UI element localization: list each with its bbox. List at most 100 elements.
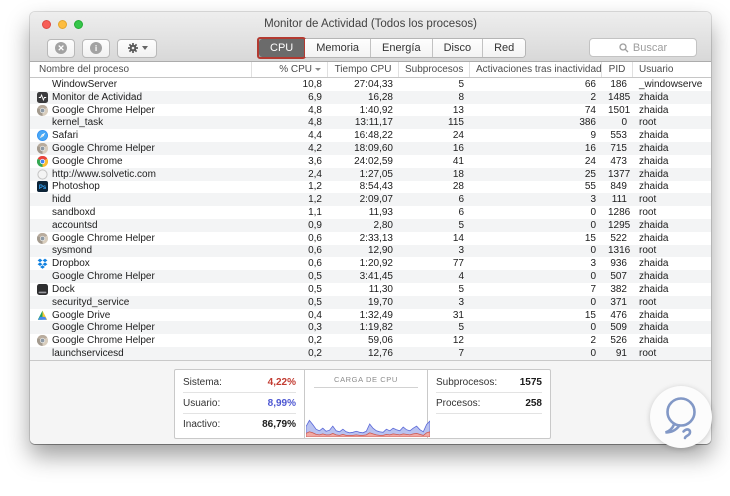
cell-time: 1:19,82 (359, 322, 393, 334)
gear-icon (127, 43, 138, 53)
table-row[interactable]: Monitor de Actividad 6,9 16,28 8 2 1485 zhaida (30, 90, 711, 104)
cell-user: zhaida (639, 322, 669, 334)
cell-idle: 25 (584, 168, 596, 180)
cell-idle: 9 (590, 130, 596, 142)
table-row[interactable]: hidd 1,2 2:09,07 6 3 111 root (30, 193, 711, 207)
cell-user: zhaida (639, 91, 669, 103)
cell-idle: 15 (584, 232, 596, 244)
cpu-percentages: Sistema: 4,22% Usuario: 8,99% Inactivo: 86,79… (175, 370, 305, 438)
cell-pid: 1295 (608, 219, 631, 231)
process-name: kernel_task (52, 117, 104, 129)
tab-red[interactable]: Red (483, 39, 526, 57)
table-row[interactable]: Ps Photoshop 1,2 8:54,43 28 55 849 zhaida (30, 181, 711, 194)
cell-time: 13:11,17 (354, 117, 393, 129)
column-header-time[interactable]: Tiempo CPU (328, 62, 399, 77)
process-name: Photoshop (52, 181, 100, 193)
search-field[interactable]: Buscar (589, 38, 697, 57)
no-icon (37, 194, 48, 205)
table-row[interactable]: Safari 4,4 16:48,22 24 9 553 zhaida (30, 129, 711, 142)
tab-disco[interactable]: Disco (432, 39, 484, 57)
process-counts: Subprocesos: 1575 Procesos: 258 (428, 370, 550, 438)
cell-threads: 28 (452, 181, 464, 193)
cell-pid: 526 (610, 335, 627, 347)
cell-idle: 24 (584, 155, 596, 167)
cell-threads: 13 (452, 104, 464, 116)
options-dropdown-button[interactable] (117, 38, 157, 58)
cell-threads: 5 (458, 322, 464, 334)
chrome-muted-icon (37, 104, 48, 116)
tab-memoria[interactable]: Memoria (305, 39, 372, 57)
process-name: WindowServer (52, 78, 118, 90)
process-name: Google Chrome (52, 155, 123, 167)
cell-pid: 91 (615, 347, 627, 359)
title-bar[interactable]: Monitor de Actividad (Todos los procesos… (30, 12, 711, 34)
cell-idle: 0 (590, 296, 596, 308)
table-row[interactable]: Dock 0,5 11,30 5 7 382 zhaida (30, 283, 711, 296)
table-row[interactable]: accountsd 0,9 2,80 5 0 1295 zhaida (30, 218, 711, 232)
table-row[interactable]: Google Chrome Helper 0,3 1:19,82 5 0 509 zhaid… (30, 321, 711, 335)
minimize-button[interactable] (58, 20, 67, 29)
cell-time: 59,06 (367, 335, 393, 347)
cell-time: 1:27,05 (359, 168, 393, 180)
inspect-process-button[interactable]: i (82, 38, 110, 58)
tab-energía[interactable]: Energía (371, 39, 433, 57)
column-header-idle[interactable]: Activaciones tras inactividad (470, 62, 602, 77)
stats-box: Sistema: 4,22% Usuario: 8,99% Inactivo: 86,79… (174, 369, 551, 439)
column-header-pid[interactable]: PID (602, 62, 633, 77)
table-row[interactable]: Google Drive 0,4 1:32,49 31 15 476 zhaida (30, 309, 711, 322)
process-name: Dock (52, 283, 75, 295)
table-row[interactable]: Dropbox 0,6 1:20,92 77 3 936 zhaida (30, 257, 711, 270)
column-header-cpu[interactable]: % CPU (252, 62, 328, 77)
table-row[interactable]: sysmond 0,6 12,90 3 0 1316 root (30, 244, 711, 258)
cell-cpu: 2,4 (308, 168, 322, 180)
search-icon (619, 42, 629, 52)
table-row[interactable]: WindowServer 10,8 27:04,33 5 66 186 _windowser… (30, 78, 711, 91)
table-row[interactable]: Google Chrome Helper 0,5 3:41,45 4 0 507 zhaid… (30, 270, 711, 283)
cell-user: root (639, 207, 657, 219)
zoom-button[interactable] (74, 20, 83, 29)
tab-cpu[interactable]: CPU (257, 37, 307, 59)
cell-idle: 74 (584, 104, 596, 116)
cell-pid: 509 (610, 322, 627, 334)
column-header-name[interactable]: Nombre del proceso (30, 62, 252, 77)
process-name: Google Chrome Helper (52, 104, 155, 116)
table-row[interactable]: sandboxd 1,1 11,93 6 0 1286 root (30, 206, 711, 219)
cell-time: 18:09,60 (354, 142, 393, 154)
sort-descending-icon (315, 67, 321, 71)
toolbar: ✕ i CPU Memoria Energía D (30, 34, 711, 62)
column-header-user[interactable]: Usuario (639, 64, 674, 75)
cell-pid: 507 (610, 271, 627, 283)
cell-user: zhaida (639, 258, 669, 270)
search-placeholder: Buscar (632, 41, 668, 54)
table-row[interactable]: Google Chrome 3,6 24:02,59 41 24 473 zhaida (30, 155, 711, 168)
process-name: launchservicesd (52, 347, 124, 359)
count-stat-row: Procesos: 258 (436, 393, 542, 414)
quit-process-button[interactable]: ✕ (47, 38, 75, 58)
column-header-threads[interactable]: Subprocesos (399, 62, 470, 77)
table-row[interactable]: Google Chrome Helper 0,2 59,06 12 2 526 zhaida (30, 334, 711, 347)
cell-idle: 386 (579, 117, 596, 129)
dropbox-icon (37, 258, 48, 270)
cell-threads: 12 (452, 335, 464, 347)
close-button[interactable] (42, 20, 51, 29)
stat-value: 4,22% (267, 376, 296, 388)
cpu-stat-row: Sistema: 4,22% (183, 372, 296, 393)
table-row[interactable]: Google Chrome Helper 4,2 18:09,60 16 16 715 zh… (30, 142, 711, 155)
table-row[interactable]: securityd_service 0,5 19,70 3 0 371 root (30, 295, 711, 309)
process-name: Google Chrome Helper (52, 335, 155, 347)
cell-time: 3:41,45 (359, 271, 393, 283)
cell-time: 16:48,22 (354, 130, 393, 142)
cell-pid: 1316 (608, 245, 631, 257)
table-row[interactable]: kernel_task 4,8 13:11,17 115 386 0 root (30, 116, 711, 130)
cell-pid: 715 (610, 142, 627, 154)
activity-monitor-window: Monitor de Actividad (Todos los procesos… (30, 12, 711, 444)
table-row[interactable]: Google Chrome Helper 0,6 2:33,13 14 15 522 zha… (30, 232, 711, 245)
cell-user: root (639, 245, 657, 257)
cell-idle: 3 (590, 194, 596, 206)
no-icon (37, 297, 48, 308)
cell-threads: 5 (458, 78, 464, 90)
cell-time: 8:54,43 (359, 181, 393, 193)
table-row[interactable]: launchservicesd 0,2 12,76 7 0 91 root (30, 347, 711, 360)
table-row[interactable]: http://www.solvetic.com 2,4 1:27,05 18 25 137… (30, 167, 711, 181)
table-row[interactable]: Google Chrome Helper 4,8 1:40,92 13 74 1501 zh… (30, 104, 711, 117)
